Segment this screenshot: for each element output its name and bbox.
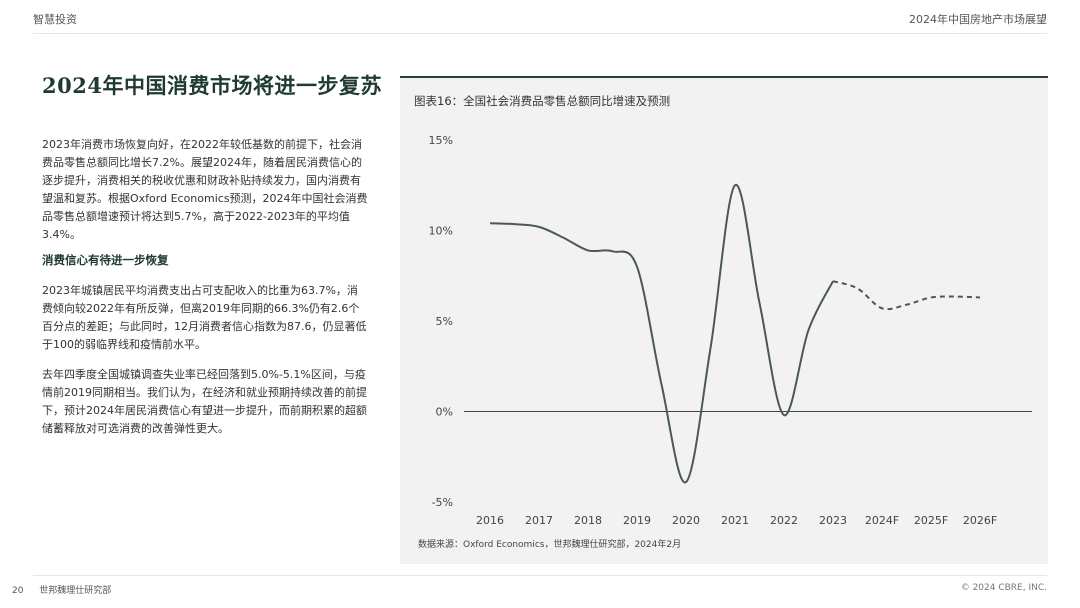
x-tick-label: 2021: [721, 514, 749, 527]
y-tick-label: 10%: [429, 225, 453, 238]
series-line-actual: [489, 184, 834, 484]
footer-copyright: © 2024 CBRE, INC.: [960, 583, 1047, 593]
x-tick-label: 2022: [770, 514, 798, 527]
body-paragraph-2: 2023年城镇居民平均消费支出占可支配收入的比重为63.7%，消费倾向较2022…: [42, 284, 367, 351]
header-report-title: 2024年中国房地产市场展望: [909, 13, 1047, 26]
x-axis-ticks: 2016 2017 2018 2019 2020 2021 2022 2023 2024F 202…: [476, 514, 997, 527]
header-divider: [33, 33, 1047, 34]
footer-divider: [33, 575, 1047, 576]
page-number: 20: [12, 586, 24, 596]
body-paragraph-3: 去年四季度全国城镇调查失业率已经回落到5.0%-5.1%区间，与疫情前2019同…: [42, 368, 367, 435]
x-tick-label: 2025F: [914, 514, 948, 527]
chart-source: 数据来源：Oxford Economics，世邦魏理仕研究部，2024年2月: [418, 540, 682, 550]
section-subheading: 消费信心有待进一步恢复: [42, 253, 169, 267]
chart-panel-top-rule: [400, 76, 1048, 78]
x-tick-label: 2026F: [963, 514, 997, 527]
x-tick-label: 2020: [672, 514, 700, 527]
x-tick-label: 2018: [574, 514, 602, 527]
y-axis-ticks: 15% 10% 5% 0% -5%: [429, 134, 453, 509]
x-tick-label: 2023: [819, 514, 847, 527]
chart-title: 图表16：全国社会消费品零售总额同比增速及预测: [414, 94, 671, 108]
x-tick-label: 2019: [623, 514, 651, 527]
y-tick-label: 5%: [436, 315, 453, 328]
series-layer: [489, 184, 981, 484]
footer-left: 20 世邦魏理仕研究部: [12, 583, 111, 596]
y-tick-label: 0%: [436, 406, 453, 419]
x-tick-label: 2016: [476, 514, 504, 527]
footer-org: 世邦魏理仕研究部: [39, 586, 112, 596]
series-line-forecast: [832, 280, 981, 311]
body-paragraph-1: 2023年消费市场恢复向好，在2022年较低基数的前提下，社会消费品零售总额同比…: [42, 138, 368, 241]
chart-panel: [400, 78, 1048, 564]
header-brand: 智慧投资: [33, 13, 77, 26]
line-chart: 15%10%5%0%-5% 2016 2017 2018 2019 2020 2021 20…: [429, 134, 1032, 527]
y-tick-label: -5%: [432, 496, 453, 509]
x-tick-label: 2017: [525, 514, 553, 527]
y-tick-label: 15%: [429, 134, 453, 147]
x-tick-label: 2024F: [865, 514, 899, 527]
page-title: 2024年中国消费市场将进一步复苏: [42, 73, 382, 98]
